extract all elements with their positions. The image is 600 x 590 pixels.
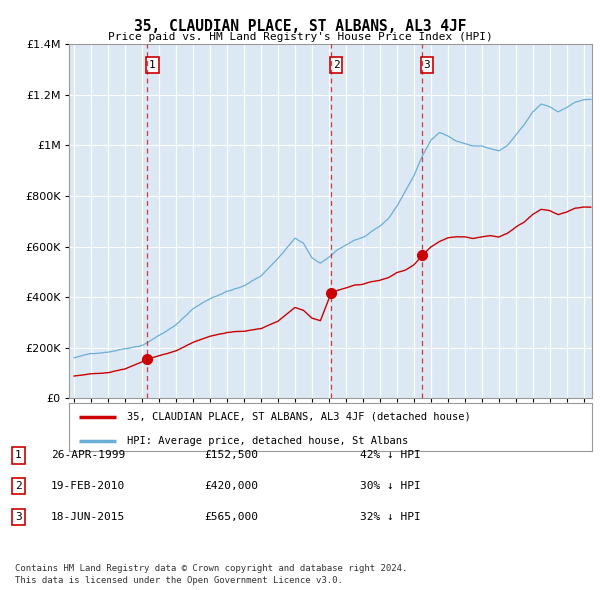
Text: 3: 3 xyxy=(424,60,430,70)
Text: 2: 2 xyxy=(333,60,340,70)
Text: 35, CLAUDIAN PLACE, ST ALBANS, AL3 4JF (detached house): 35, CLAUDIAN PLACE, ST ALBANS, AL3 4JF (… xyxy=(127,411,470,421)
Text: 30% ↓ HPI: 30% ↓ HPI xyxy=(360,481,421,491)
Text: 18-JUN-2015: 18-JUN-2015 xyxy=(51,512,125,522)
Text: £565,000: £565,000 xyxy=(204,512,258,522)
Text: 1: 1 xyxy=(149,60,156,70)
Text: Contains HM Land Registry data © Crown copyright and database right 2024.
This d: Contains HM Land Registry data © Crown c… xyxy=(15,564,407,585)
Text: 42% ↓ HPI: 42% ↓ HPI xyxy=(360,451,421,460)
Text: HPI: Average price, detached house, St Albans: HPI: Average price, detached house, St A… xyxy=(127,435,408,445)
Text: £152,500: £152,500 xyxy=(204,451,258,460)
Text: Price paid vs. HM Land Registry's House Price Index (HPI): Price paid vs. HM Land Registry's House … xyxy=(107,32,493,42)
Text: 19-FEB-2010: 19-FEB-2010 xyxy=(51,481,125,491)
Text: £420,000: £420,000 xyxy=(204,481,258,491)
Text: 2: 2 xyxy=(15,481,22,491)
Text: 32% ↓ HPI: 32% ↓ HPI xyxy=(360,512,421,522)
Text: 26-APR-1999: 26-APR-1999 xyxy=(51,451,125,460)
Text: 3: 3 xyxy=(15,512,22,522)
Text: 35, CLAUDIAN PLACE, ST ALBANS, AL3 4JF: 35, CLAUDIAN PLACE, ST ALBANS, AL3 4JF xyxy=(134,19,466,34)
Text: 1: 1 xyxy=(15,451,22,460)
